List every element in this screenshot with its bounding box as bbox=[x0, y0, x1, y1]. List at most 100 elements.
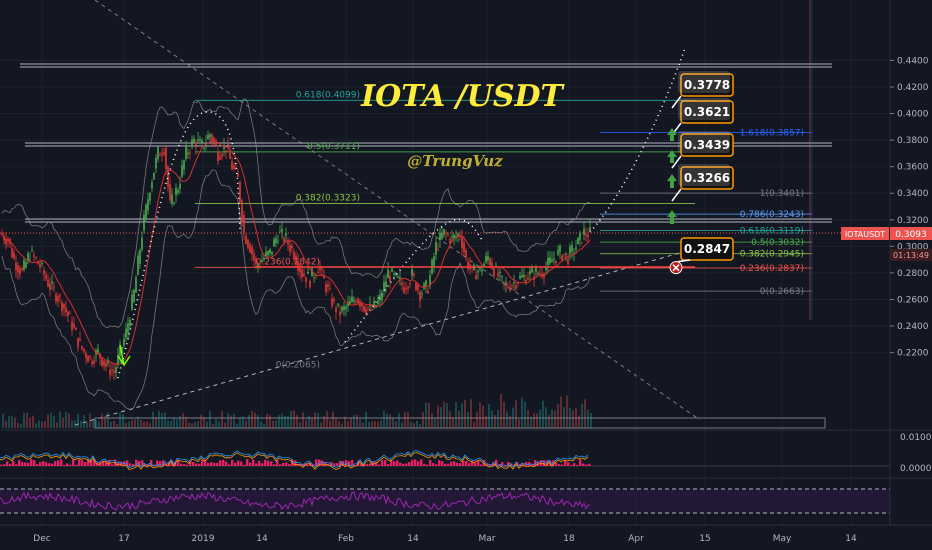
candle-body bbox=[521, 275, 523, 278]
volume-bar bbox=[506, 411, 508, 428]
macd-hist-bar bbox=[507, 462, 510, 466]
volume-bar bbox=[458, 410, 460, 428]
candle-body bbox=[261, 260, 263, 263]
candle-body bbox=[467, 261, 469, 270]
macd-hist-bar bbox=[561, 464, 564, 466]
candle-body bbox=[179, 183, 181, 189]
candle-body bbox=[269, 248, 271, 254]
target-box bbox=[680, 100, 734, 124]
macd-hist-bar bbox=[66, 463, 69, 466]
candle-body bbox=[315, 275, 317, 277]
macd-hist-bar bbox=[147, 464, 150, 466]
candle-body bbox=[27, 253, 29, 262]
candle-body bbox=[485, 256, 487, 262]
candle-body bbox=[221, 154, 223, 157]
volume-bar bbox=[125, 423, 127, 428]
macd-hist-bar bbox=[261, 463, 264, 466]
symbol-label: IOTAUSDT bbox=[845, 230, 885, 239]
volume-bar bbox=[263, 423, 265, 428]
volume-bar bbox=[245, 420, 247, 428]
candle-body bbox=[251, 246, 253, 255]
volume-bar bbox=[545, 407, 547, 428]
candle-body bbox=[579, 232, 581, 241]
candle-body bbox=[283, 238, 285, 243]
target-callouts[interactable]: 0.3778 0.3621 0.3439 0.3266 bbox=[671, 71, 734, 202]
candle-body bbox=[571, 245, 573, 252]
candle-body bbox=[555, 260, 557, 264]
volume-bar bbox=[320, 422, 322, 428]
macd-hist-bar bbox=[585, 464, 588, 466]
fib-label-left: 0(0.2065) bbox=[276, 361, 320, 371]
target-box bbox=[680, 73, 734, 97]
macd-hist-bar bbox=[45, 462, 48, 466]
candle-body bbox=[107, 361, 109, 364]
candle-body bbox=[427, 290, 429, 294]
candle-body bbox=[509, 287, 511, 291]
price-axis[interactable]: 0.2200 0.2400 0.2600 0.2800 0.3000 0.3200 0.34… bbox=[890, 56, 929, 359]
target-pointer bbox=[671, 95, 682, 109]
volume-bar bbox=[191, 423, 193, 428]
rsi-band bbox=[0, 489, 890, 513]
volume-bar bbox=[8, 415, 10, 428]
volume-bar bbox=[107, 412, 109, 428]
macd-hist-bar bbox=[72, 459, 75, 466]
macd-hist-bar bbox=[90, 460, 93, 466]
target-box bbox=[680, 133, 734, 157]
candle-body bbox=[433, 256, 435, 267]
volume-bar bbox=[488, 403, 490, 428]
fib-label-right: 0.236(0.2837) bbox=[740, 264, 804, 274]
volume-bar bbox=[260, 421, 262, 428]
x-tick-label: Feb bbox=[338, 534, 354, 544]
ascending-trendline[interactable] bbox=[74, 249, 691, 426]
candle-body bbox=[93, 360, 95, 364]
candle-body bbox=[85, 352, 87, 359]
macd-hist-bar bbox=[276, 459, 279, 466]
volume-bar bbox=[404, 412, 406, 428]
stop-loss-callout[interactable]: 0.2847 bbox=[255, 237, 734, 275]
candle-body bbox=[19, 268, 21, 275]
volume-bar bbox=[272, 420, 274, 428]
x-tick-label: 14 bbox=[845, 534, 857, 544]
candle-body bbox=[13, 252, 15, 259]
volume-bar bbox=[146, 421, 148, 428]
candle-body bbox=[109, 369, 111, 376]
time-axis[interactable]: Dec 17 2019 14 Feb 14 Mar 18 Apr 15 May 14 bbox=[33, 534, 857, 544]
fib-label-left: 0.236(0.2842) bbox=[256, 257, 320, 267]
volume-bar bbox=[23, 412, 25, 428]
macd-hist-bar bbox=[453, 461, 456, 466]
macd-hist-bar bbox=[381, 460, 384, 466]
macd-hist-bar bbox=[300, 464, 303, 466]
candle-body bbox=[41, 263, 43, 265]
candle-body bbox=[493, 267, 495, 277]
volume-bar bbox=[473, 421, 475, 428]
candle-body bbox=[537, 272, 539, 274]
macd-hist-bar bbox=[60, 459, 63, 466]
candle-body bbox=[475, 275, 477, 280]
candle-body bbox=[505, 282, 507, 286]
volume-bar bbox=[380, 420, 382, 428]
candle-body bbox=[325, 283, 327, 293]
volume-bar bbox=[290, 410, 292, 428]
volume-bar bbox=[392, 417, 394, 428]
candle-body bbox=[459, 236, 461, 238]
volume-bar bbox=[572, 410, 574, 428]
candle-body bbox=[213, 138, 215, 143]
candle-body bbox=[277, 240, 279, 242]
volume-bar bbox=[503, 401, 505, 428]
candle-body bbox=[181, 165, 183, 177]
volume-bar bbox=[452, 417, 454, 428]
candle-body bbox=[461, 235, 463, 249]
candle-body bbox=[371, 309, 373, 311]
macd-hist-bar bbox=[342, 461, 345, 466]
macd-hist-bar bbox=[438, 460, 441, 466]
head-shoulder-curve[interactable] bbox=[344, 218, 483, 343]
descending-trendline[interactable] bbox=[94, 0, 701, 421]
macd-pane[interactable] bbox=[0, 450, 890, 470]
candle-body bbox=[87, 356, 89, 363]
rsi-pane[interactable] bbox=[0, 488, 890, 514]
resistance-band-lower[interactable] bbox=[25, 218, 832, 223]
resistance-band-top[interactable] bbox=[20, 63, 832, 68]
volume-bar bbox=[308, 415, 310, 428]
volume-bar bbox=[164, 412, 166, 428]
